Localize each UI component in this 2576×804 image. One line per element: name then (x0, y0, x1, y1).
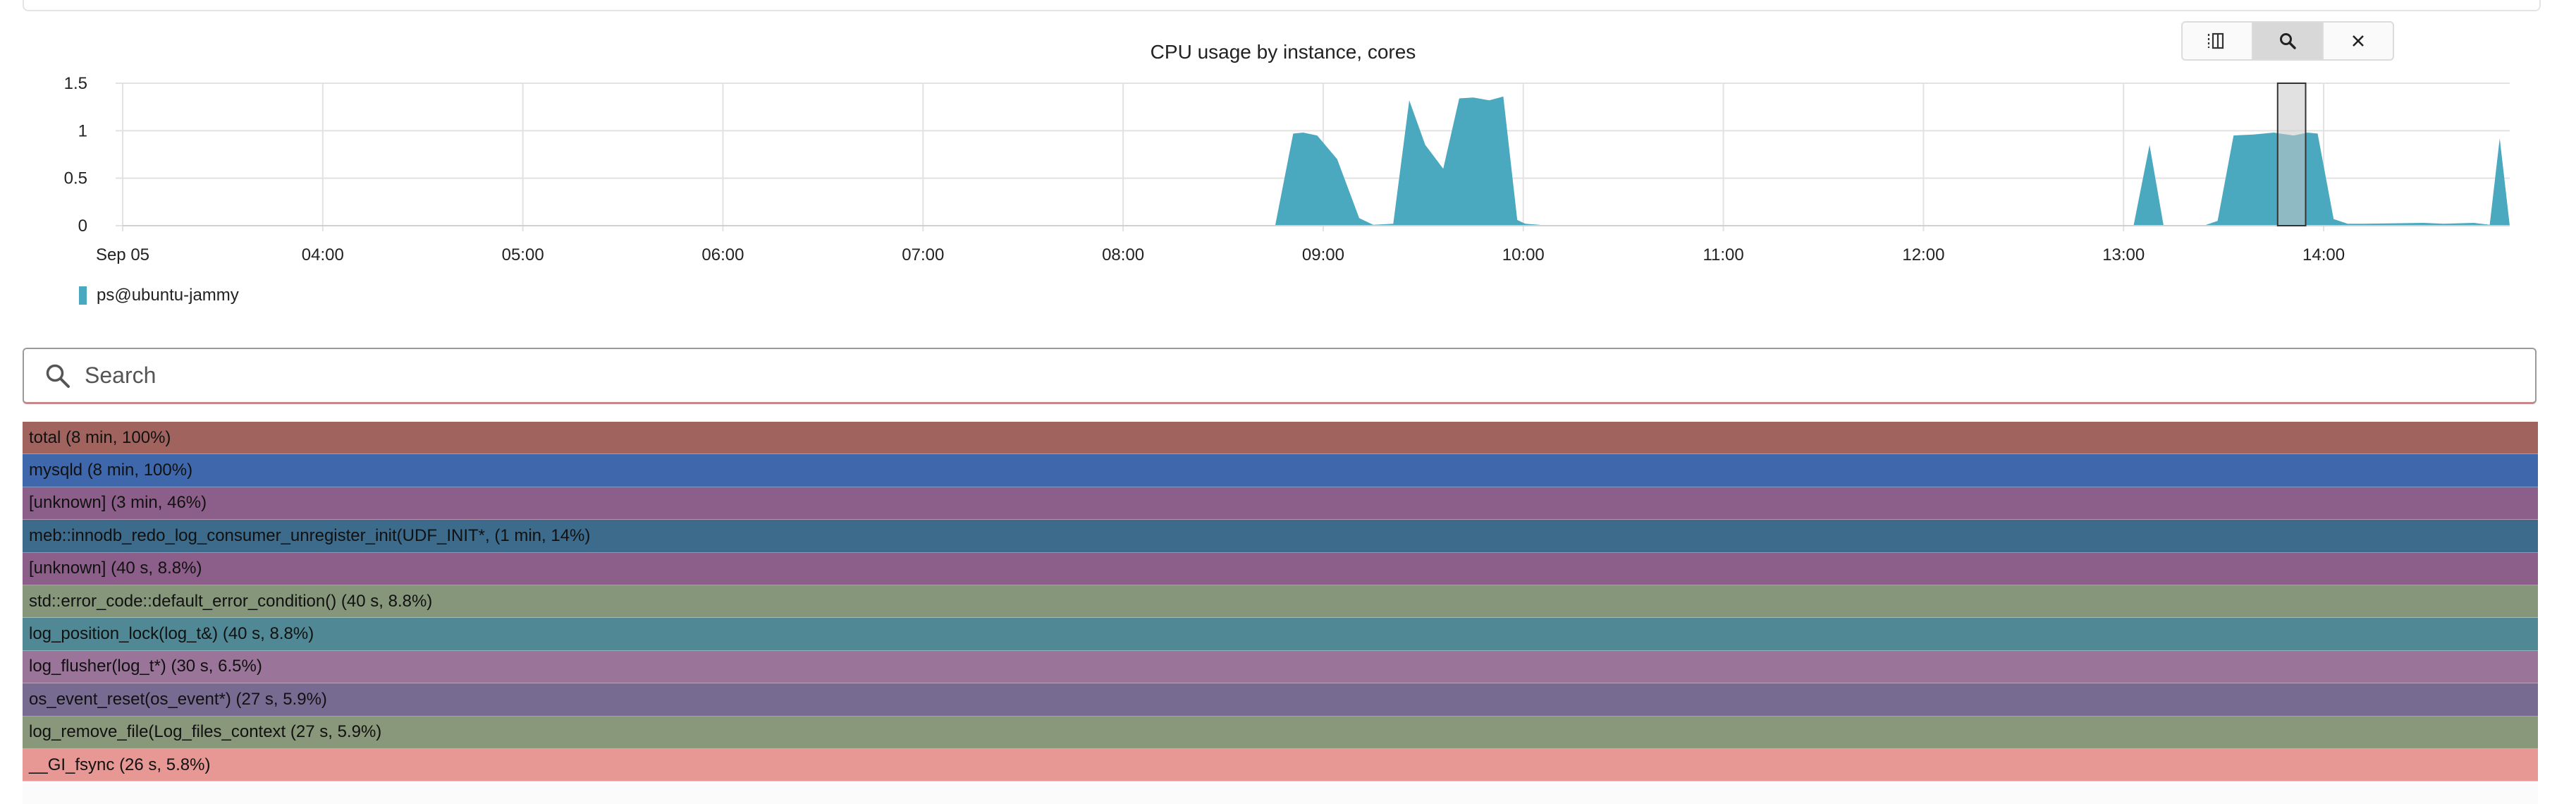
flamegraph: total (8 min, 100%) mysqld (8 min, 100%) [… (23, 422, 2538, 782)
flamegraph-row-label: std::error_code::default_error_condition… (29, 591, 433, 611)
flamegraph-row[interactable]: log_position_lock(log_t&) (40 s, 8.8%) (23, 618, 2538, 651)
x-tick-label: 13:00 (2102, 245, 2145, 264)
cpu-usage-chart[interactable]: 0 0.5 1 1.5 Sep 05 04:00 05:00 06:00 07:00 08:00 0… (0, 0, 2576, 275)
flamegraph-row[interactable]: total (8 min, 100%) (23, 422, 2538, 455)
flamegraph-row[interactable]: mysqld (8 min, 100%) (23, 454, 2538, 487)
x-tick-label: 06:00 (701, 245, 744, 264)
flamegraph-row-label: os_event_reset(os_event*) (27 s, 5.9%) (29, 689, 327, 709)
x-tick-label: 14:00 (2302, 245, 2345, 264)
previous-panel-card (23, 0, 2541, 11)
close-button[interactable] (2324, 23, 2393, 59)
chart-toolbar (2181, 21, 2394, 61)
flamegraph-row-label: meb::innodb_redo_log_consumer_unregister… (29, 525, 591, 545)
split-view-button[interactable] (2183, 23, 2253, 59)
flamegraph-row[interactable]: [unknown] (40 s, 8.8%) (23, 552, 2538, 585)
panel-footer (23, 783, 2538, 804)
y-tick-label: 1 (78, 121, 87, 140)
x-tick-label: 04:00 (302, 245, 344, 264)
search-icon (2280, 33, 2296, 49)
y-tick-label: 1.5 (64, 74, 87, 93)
flamegraph-row[interactable]: log_flusher(log_t*) (30 s, 6.5%) (23, 650, 2538, 684)
x-tick-label: Sep 05 (96, 245, 149, 264)
flamegraph-row-label: total (8 min, 100%) (29, 427, 171, 447)
flamegraph-row-label: log_remove_file(Log_files_context (27 s,… (29, 722, 382, 742)
chart-legend: ps@ubuntu-jammy (79, 286, 239, 305)
flamegraph-row[interactable]: log_remove_file(Log_files_context (27 s,… (23, 716, 2538, 749)
x-tick-label: 08:00 (1102, 245, 1144, 264)
zoom-button[interactable] (2253, 23, 2324, 59)
flamegraph-row[interactable]: os_event_reset(os_event*) (27 s, 5.9%) (23, 683, 2538, 717)
close-icon (2353, 35, 2364, 47)
legend-label[interactable]: ps@ubuntu-jammy (97, 286, 239, 305)
flamegraph-row-label: log_position_lock(log_t&) (40 s, 8.8%) (29, 624, 314, 644)
x-tick-label: 12:00 (1902, 245, 1944, 264)
zoom-selection (2276, 83, 2307, 226)
series-area (123, 96, 2510, 226)
chart-title: CPU usage by instance, cores (1150, 41, 1416, 63)
legend-swatch (79, 286, 87, 305)
x-tick-label: 07:00 (902, 245, 944, 264)
y-tick-label: 0 (78, 217, 87, 236)
search-icon (44, 362, 72, 390)
flamegraph-row[interactable]: __GI_fsync (26 s, 5.8%) (23, 748, 2538, 782)
flamegraph-row[interactable]: std::error_code::default_error_condition… (23, 585, 2538, 619)
flamegraph-row-label: mysqld (8 min, 100%) (29, 461, 193, 480)
x-tick-label: 05:00 (502, 245, 544, 264)
x-tick-label: 10:00 (1502, 245, 1545, 264)
x-tick-label: 11:00 (1703, 245, 1743, 264)
flamegraph-row-label: [unknown] (3 min, 46%) (29, 493, 207, 513)
split-view-icon (2207, 32, 2224, 49)
flamegraph-row[interactable]: meb::innodb_redo_log_consumer_unregister… (23, 520, 2538, 553)
search-input[interactable] (83, 353, 2535, 398)
flamegraph-row-label: [unknown] (40 s, 8.8%) (29, 559, 202, 578)
search-box (23, 348, 2537, 404)
flamegraph-row-label: log_flusher(log_t*) (30 s, 6.5%) (29, 657, 262, 676)
flamegraph-row-label: __GI_fsync (26 s, 5.8%) (29, 755, 211, 774)
x-tick-label: 09:00 (1302, 245, 1344, 264)
flamegraph-row[interactable]: [unknown] (3 min, 46%) (23, 487, 2538, 520)
y-tick-label: 0.5 (64, 169, 87, 188)
